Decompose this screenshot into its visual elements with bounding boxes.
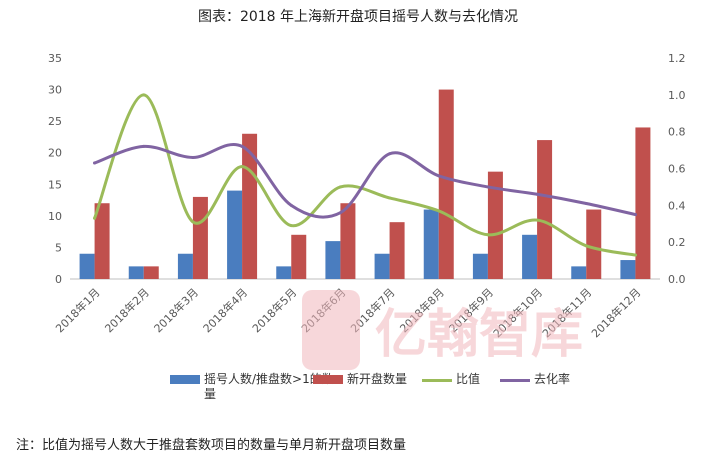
bar-applicant-ratio <box>227 190 243 279</box>
x-tick-label: 2018年1月 <box>53 285 103 335</box>
point-ratio <box>633 253 637 257</box>
y-left-tick-label: 15 <box>48 178 62 191</box>
bar-new-projects <box>242 133 258 279</box>
y-right-tick-label: 1.0 <box>668 89 686 102</box>
chart: 0 5 10 15 20 25 30 35 0.0 0.2 0.4 0.6 0.8 1.0 1.2 2018… <box>48 52 686 340</box>
bar-new-projects <box>192 196 208 279</box>
point-ratio <box>240 165 244 169</box>
bar-applicant-ratio <box>128 266 144 279</box>
point-ratio <box>535 218 539 222</box>
bar-new-projects <box>340 203 356 279</box>
point-sell-through <box>191 155 195 159</box>
bars <box>79 89 651 279</box>
legend-swatch-red <box>313 375 343 384</box>
x-tick-label: 2018年7月 <box>348 285 398 335</box>
y-right-tick-label: 0.2 <box>668 236 686 249</box>
legend-item-new-projects: 新开盘数量 <box>313 372 407 387</box>
point-sell-through <box>93 161 97 165</box>
y-right-tick-label: 0.8 <box>668 126 686 139</box>
bar-new-projects <box>635 127 651 279</box>
point-sell-through <box>535 192 539 196</box>
point-sell-through <box>437 174 441 178</box>
legend-item-sell-through: 去化率 <box>500 372 570 387</box>
x-tick-label: 2018年5月 <box>249 285 299 335</box>
point-ratio <box>338 185 342 189</box>
x-tick-label: 2018年6月 <box>298 285 348 335</box>
x-tick-label: 2018年10月 <box>490 285 545 340</box>
point-ratio <box>289 224 293 228</box>
axes: 0 5 10 15 20 25 30 35 0.0 0.2 0.4 0.6 0.8 1.0 1.2 <box>48 52 686 286</box>
point-ratio <box>191 220 195 224</box>
bar-applicant-ratio <box>522 234 538 279</box>
y-left-tick-label: 35 <box>48 52 62 65</box>
bar-new-projects <box>389 222 405 279</box>
point-sell-through <box>584 201 588 205</box>
chart-title: 图表：2018 年上海新开盘项目摇号人数与去化情况 <box>197 9 519 25</box>
legend-label: 比值 <box>456 372 481 386</box>
bar-new-projects <box>586 209 602 279</box>
bar-new-projects <box>94 203 110 279</box>
y-right-tick-label: 0.0 <box>668 273 686 286</box>
y-left-tick-label: 0 <box>55 273 62 286</box>
bar-applicant-ratio <box>177 253 193 279</box>
point-sell-through <box>240 144 244 148</box>
bar-new-projects <box>438 89 454 279</box>
footnote: 注：比值为摇号人数大于推盘套数项目的数量与单月新开盘项目数量 <box>16 438 407 453</box>
bar-new-projects <box>143 266 159 279</box>
legend: 摇号人数/推盘数>1的数量 新开盘数量 比值 去化率 <box>170 372 690 406</box>
bar-new-projects <box>537 140 553 279</box>
legend-label: 摇号人数/推盘数>1的数量 <box>204 372 334 401</box>
bar-applicant-ratio <box>472 253 488 279</box>
y-left-tick-label: 30 <box>48 84 62 97</box>
bar-applicant-ratio <box>325 241 341 279</box>
point-ratio <box>388 196 392 200</box>
x-tick-labels: 2018年1月 2018年2月 2018年3月 2018年4月 2018年5月 2018年… <box>53 285 644 340</box>
bar-new-projects <box>487 171 503 279</box>
point-ratio <box>584 244 588 248</box>
lines <box>93 93 637 257</box>
x-tick-label: 2018年3月 <box>151 285 201 335</box>
bar-applicant-ratio <box>423 209 439 279</box>
y-right-tick-label: 0.4 <box>668 199 686 212</box>
bar-applicant-ratio <box>276 266 292 279</box>
bar-new-projects <box>291 234 307 279</box>
legend-swatch-blue <box>170 375 200 384</box>
point-sell-through <box>633 213 637 217</box>
legend-label: 去化率 <box>534 372 571 386</box>
bar-applicant-ratio <box>571 266 587 279</box>
x-tick-label: 2018年12月 <box>588 285 643 340</box>
legend-item-applicant-ratio: 摇号人数/推盘数>1的数量 <box>170 372 344 402</box>
y-left-tick-label: 20 <box>48 147 62 160</box>
bar-applicant-ratio <box>79 253 95 279</box>
x-tick-label: 2018年8月 <box>397 285 447 335</box>
y-left-tick-label: 10 <box>48 210 62 223</box>
point-sell-through <box>142 144 146 148</box>
bar-applicant-ratio <box>374 253 390 279</box>
point-ratio <box>437 209 441 213</box>
y-left-tick-label: 25 <box>48 115 62 128</box>
line-ratio <box>93 93 637 257</box>
x-tick-label: 2018年11月 <box>539 285 594 340</box>
x-tick-label: 2018年9月 <box>446 285 496 335</box>
point-sell-through <box>486 185 490 189</box>
legend-item-ratio: 比值 <box>422 372 480 387</box>
y-left-tick-label: 5 <box>55 241 62 254</box>
point-ratio <box>93 216 97 220</box>
point-sell-through <box>289 203 293 207</box>
x-tick-label: 2018年2月 <box>102 285 152 335</box>
legend-swatch-green <box>422 379 452 382</box>
x-tick-label: 2018年4月 <box>200 285 250 335</box>
legend-swatch-purple <box>500 379 530 382</box>
point-ratio <box>142 93 146 97</box>
legend-label: 新开盘数量 <box>347 372 408 386</box>
point-sell-through <box>388 152 392 156</box>
y-right-tick-label: 0.6 <box>668 163 686 176</box>
bar-applicant-ratio <box>620 260 636 279</box>
y-right-tick-label: 1.2 <box>668 52 686 65</box>
point-ratio <box>486 233 490 237</box>
point-sell-through <box>338 211 342 215</box>
